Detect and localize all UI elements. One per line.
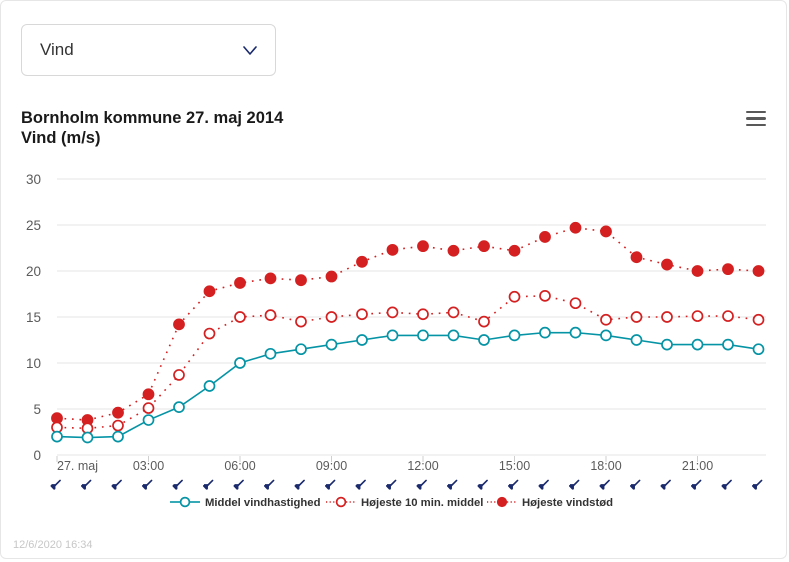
svg-text:18:00: 18:00 [590, 459, 621, 473]
svg-text:Højeste 10 min. middel: Højeste 10 min. middel [361, 497, 483, 509]
svg-text:Højeste vindstød: Højeste vindstød [522, 497, 613, 509]
svg-text:12:00: 12:00 [407, 459, 438, 473]
svg-text:10: 10 [26, 356, 41, 371]
svg-text:27. maj: 27. maj [57, 459, 98, 473]
svg-text:15:00: 15:00 [499, 459, 530, 473]
svg-text:0: 0 [33, 448, 41, 463]
svg-text:20: 20 [26, 264, 41, 279]
svg-text:09:00: 09:00 [316, 459, 347, 473]
svg-text:30: 30 [26, 172, 41, 187]
svg-text:5: 5 [33, 402, 41, 417]
svg-text:21:00: 21:00 [682, 459, 713, 473]
svg-text:15: 15 [26, 310, 41, 325]
svg-text:25: 25 [26, 218, 41, 233]
svg-text:06:00: 06:00 [224, 459, 255, 473]
svg-text:03:00: 03:00 [133, 459, 164, 473]
svg-text:Middel vindhastighed: Middel vindhastighed [205, 497, 321, 509]
